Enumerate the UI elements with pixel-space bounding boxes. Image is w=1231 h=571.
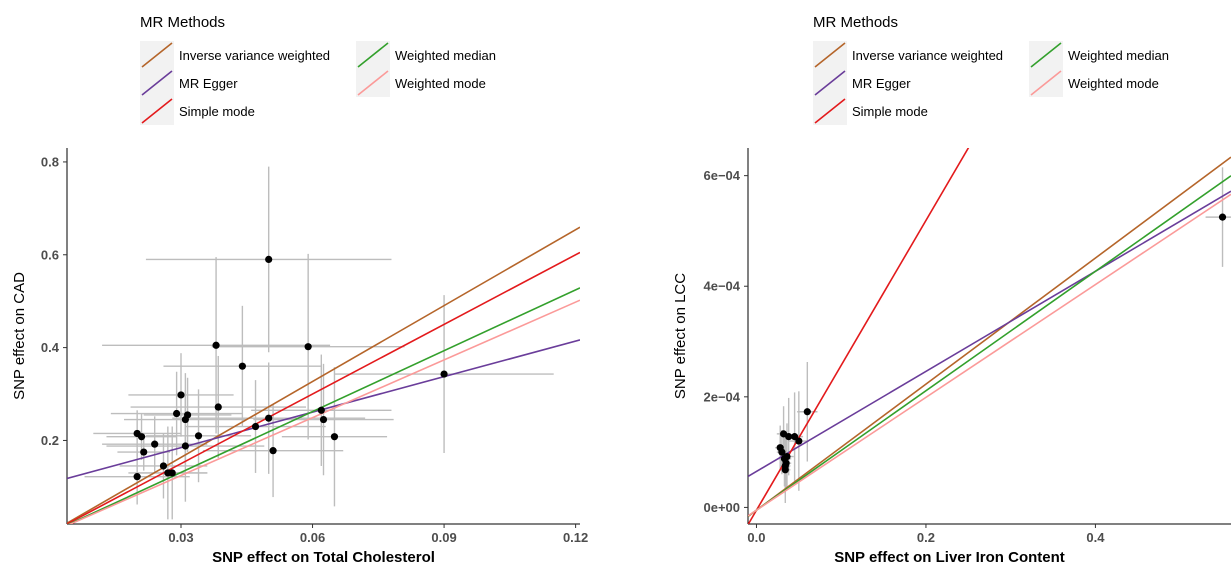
data-point <box>251 422 260 431</box>
data-point <box>265 255 273 264</box>
legend-label: Simple mode <box>852 104 928 119</box>
legend-item: Simple mode <box>140 97 255 125</box>
data-point <box>440 370 448 378</box>
legend-title: MR Methods <box>813 14 898 31</box>
y-tick-label: 0e+00 <box>703 500 740 515</box>
x-tick-label: 0.2 <box>917 530 935 545</box>
legend-key-line <box>141 70 173 96</box>
legend-key-line <box>814 70 846 96</box>
data-point <box>785 433 793 441</box>
legend-label: Simple mode <box>179 104 255 119</box>
y-tick-label: 0.8 <box>41 154 59 169</box>
x-axis-title: SNP effect on Liver Iron Content <box>834 549 1065 566</box>
legend-item: MR Egger <box>813 69 911 97</box>
legend-key-line <box>141 98 173 124</box>
plot-area <box>67 166 580 524</box>
legend-title: MR Methods <box>140 14 225 31</box>
legend-label: MR Egger <box>179 76 238 91</box>
data-point <box>151 440 159 448</box>
y-axis-title: SNP effect on CAD <box>11 272 28 400</box>
y-tick-label: 0.2 <box>41 433 59 448</box>
data-point <box>159 462 168 470</box>
data-point <box>173 409 181 418</box>
legend-key-line <box>1030 42 1062 68</box>
data-point <box>238 362 246 370</box>
data-point <box>212 341 220 349</box>
line-weighted-median <box>67 287 580 524</box>
y-tick-label: 0.4 <box>41 340 60 355</box>
line-mr-egger <box>748 190 1231 478</box>
x-tick-label: 0.06 <box>300 530 325 545</box>
legend-label: Weighted mode <box>395 76 486 91</box>
legend-label: Inverse variance weighted <box>852 48 1003 63</box>
legend-item: Simple mode <box>813 97 928 125</box>
line-simple-mode <box>748 148 970 524</box>
data-point <box>133 473 141 481</box>
legend-label: MR Egger <box>852 76 911 91</box>
data-point <box>194 432 203 440</box>
data-point <box>795 437 803 445</box>
line-weighted-mode <box>748 193 1231 517</box>
line-inverse-variance-weighted <box>67 226 580 524</box>
legend-item: Weighted median <box>356 41 496 69</box>
data-point <box>778 448 786 456</box>
line-simple-mode <box>67 251 580 524</box>
legend-label: Inverse variance weighted <box>179 48 330 63</box>
y-axis-title: SNP effect on LCC <box>672 273 689 399</box>
x-tick-label: 0.03 <box>168 530 193 545</box>
x-axis-title: SNP effect on Total Cholesterol <box>212 549 435 566</box>
y-tick-label: 6e−04 <box>703 168 740 183</box>
plot-area <box>748 148 1231 524</box>
data-point <box>330 433 339 441</box>
legend-key-line <box>814 42 846 68</box>
data-point <box>269 447 277 455</box>
y-tick-label: 0.6 <box>41 247 59 262</box>
data-point <box>317 406 325 414</box>
line-inverse-variance-weighted <box>748 156 1231 518</box>
line-weighted-median <box>748 175 1231 517</box>
legend-item: Weighted mode <box>356 69 486 97</box>
data-point <box>803 408 811 416</box>
legend-item: MR Egger <box>140 69 238 97</box>
data-point <box>183 411 192 419</box>
data-point <box>781 466 789 474</box>
x-tick-label: 0.0 <box>747 530 765 545</box>
legend-key-line <box>141 42 173 68</box>
y-tick-label: 4e−04 <box>703 279 740 294</box>
data-point <box>265 414 273 422</box>
x-tick-label: 0.12 <box>563 530 588 545</box>
chart-panel-1: 0.03 0.06 0.09 0.12 0.2 0.4 0.6 0.8 SNP effect o… <box>11 14 588 566</box>
data-point <box>181 442 189 450</box>
legend-key-line <box>814 98 846 124</box>
data-point <box>782 459 790 467</box>
y-tick-label: 2e−04 <box>703 389 740 404</box>
legend-label: Weighted median <box>1068 48 1169 63</box>
data-point <box>304 343 312 351</box>
legend-label: Weighted mode <box>1068 76 1159 91</box>
legend: MR Methods Inverse variance weighted MR Eg… <box>813 14 1169 125</box>
data-point <box>140 448 148 456</box>
data-point <box>168 469 176 477</box>
data-point <box>214 403 222 411</box>
legend-key-line <box>357 70 389 96</box>
legend: MR Methods Inverse variance weighted MR Eg… <box>140 14 496 125</box>
legend-item: Weighted median <box>1029 41 1169 69</box>
legend-item: Inverse variance weighted <box>813 41 1003 69</box>
chart-panel-2: 0.0 0.2 0.4 0e+00 2e−04 4e−04 6e−04 SNP effect … <box>672 14 1231 566</box>
legend-item: Weighted mode <box>1029 69 1159 97</box>
legend-key-line <box>1030 70 1062 96</box>
data-point <box>137 433 146 441</box>
legend-key-line <box>357 42 389 68</box>
data-point <box>177 391 185 399</box>
x-tick-label: 0.09 <box>431 530 456 545</box>
data-point <box>319 415 328 424</box>
data-point <box>783 452 791 461</box>
x-tick-label: 0.4 <box>1086 530 1105 545</box>
data-point <box>1218 213 1227 221</box>
legend-label: Weighted median <box>395 48 496 63</box>
legend-item: Inverse variance weighted <box>140 41 330 69</box>
